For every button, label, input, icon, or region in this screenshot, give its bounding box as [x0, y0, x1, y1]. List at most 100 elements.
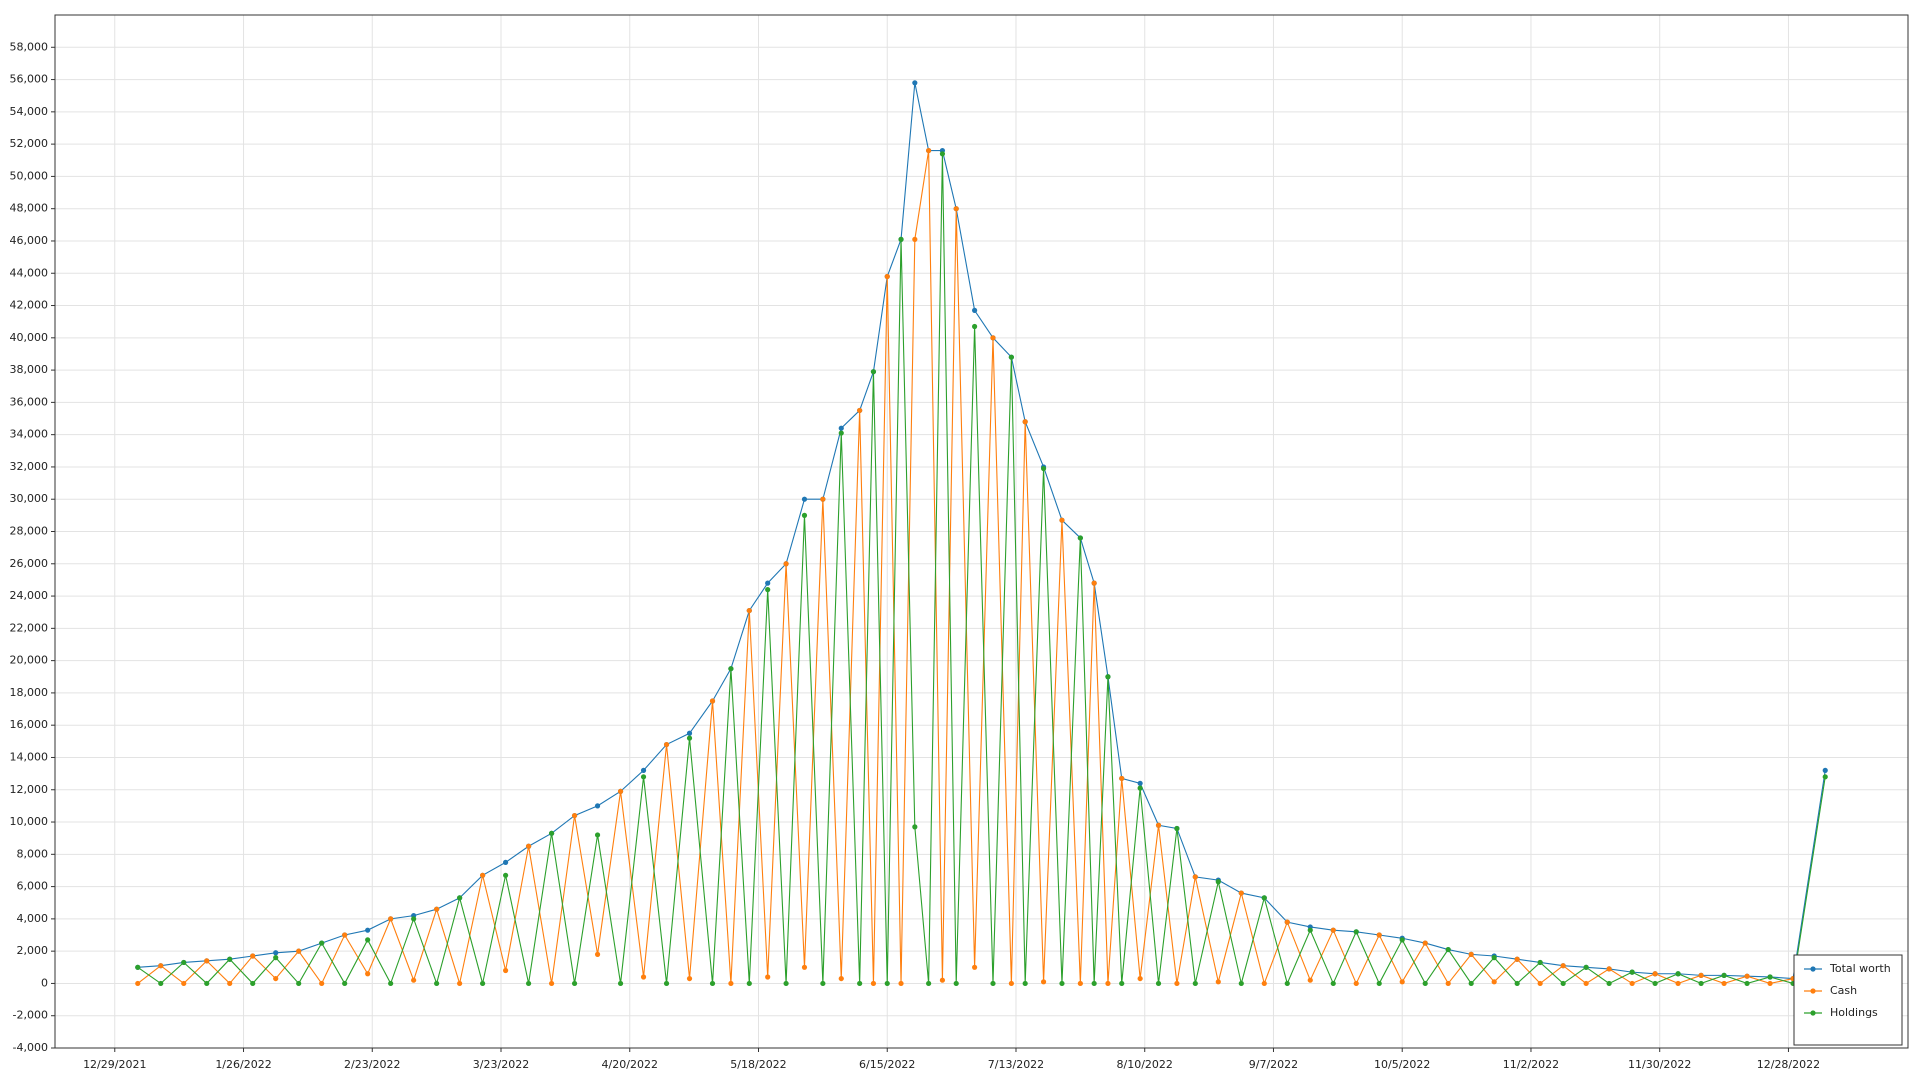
data-point — [204, 958, 210, 964]
data-point — [434, 980, 440, 987]
data-point — [765, 587, 771, 593]
data-point — [972, 964, 978, 970]
data-point — [640, 774, 647, 780]
data-point — [1822, 774, 1828, 780]
data-point — [857, 407, 863, 414]
series-line — [137, 82, 1826, 980]
y-tick-label: 52,000 — [10, 137, 49, 150]
x-tick-label: 11/2/2022 — [1503, 1058, 1559, 1071]
x-tick-label: 7/13/2022 — [988, 1058, 1044, 1071]
series-line — [137, 153, 1826, 986]
data-point — [1652, 980, 1658, 987]
data-point — [1744, 973, 1750, 979]
y-tick-label: 48,000 — [10, 202, 49, 215]
data-point — [503, 967, 509, 974]
data-point — [1105, 674, 1111, 680]
data-point — [1040, 465, 1047, 472]
data-point — [1376, 980, 1382, 987]
y-tick-label: -4,000 — [13, 1041, 48, 1054]
x-tick-label: 11/30/2022 — [1628, 1058, 1691, 1071]
data-point — [1137, 975, 1143, 982]
data-point — [801, 512, 808, 518]
data-point — [663, 741, 670, 748]
data-point — [548, 830, 555, 836]
data-point — [1137, 780, 1143, 786]
data-point — [1059, 980, 1065, 987]
data-point — [227, 956, 233, 962]
data-point — [480, 872, 486, 878]
data-point — [1192, 980, 1198, 987]
data-point — [686, 735, 693, 741]
data-point — [1514, 980, 1520, 987]
data-point — [926, 980, 932, 987]
y-tick-label: 42,000 — [10, 299, 49, 312]
data-point — [1721, 980, 1727, 987]
data-point — [1192, 874, 1198, 880]
data-point — [342, 932, 348, 938]
x-tick-label: 3/23/2022 — [473, 1058, 529, 1071]
data-point — [273, 950, 279, 956]
x-tick-label: 12/29/2021 — [83, 1058, 146, 1071]
data-point — [709, 980, 716, 987]
data-point — [709, 698, 716, 704]
axis-labels: -4,000 -2,000 0 2,000 4,000 6,000 8,000 10,000 1… — [10, 40, 1821, 1071]
data-point — [1040, 979, 1047, 985]
data-point — [838, 975, 844, 982]
data-point — [838, 425, 844, 431]
data-point — [912, 236, 918, 242]
data-point — [857, 980, 863, 987]
data-point — [663, 980, 670, 987]
y-tick-label: 24,000 — [10, 589, 49, 602]
data-point — [838, 430, 844, 436]
legend-marker — [1810, 988, 1816, 994]
data-point — [1422, 940, 1428, 946]
y-tick-label: 46,000 — [10, 234, 49, 247]
y-tick-label: 4,000 — [17, 912, 49, 925]
data-point — [388, 916, 394, 922]
y-tick-label: 2,000 — [17, 944, 49, 957]
data-point — [594, 803, 601, 809]
y-tick-label: 0 — [41, 976, 48, 989]
data-point — [1008, 980, 1014, 987]
y-tick-label: 14,000 — [10, 750, 49, 763]
data-point — [1744, 980, 1750, 987]
data-point — [1091, 980, 1097, 987]
x-tick-label: 10/5/2022 — [1374, 1058, 1430, 1071]
data-point — [801, 964, 808, 970]
data-point — [1284, 919, 1290, 925]
y-tick-label: 50,000 — [10, 169, 49, 182]
legend-marker — [1810, 1010, 1816, 1016]
data-point — [1091, 580, 1097, 586]
data-point — [296, 948, 302, 954]
data-point — [746, 607, 752, 614]
y-tick-label: 30,000 — [10, 492, 49, 505]
data-point — [1174, 980, 1180, 987]
data-point — [1155, 822, 1162, 828]
data-point — [319, 980, 325, 987]
y-tick-label: 18,000 — [10, 686, 49, 699]
data-point — [1445, 980, 1451, 987]
x-tick-label: 2/23/2022 — [344, 1058, 400, 1071]
y-tick-label: 8,000 — [17, 847, 49, 860]
y-tick-label: 16,000 — [10, 718, 49, 731]
data-point — [1629, 969, 1635, 975]
data-point — [594, 951, 601, 957]
data-point — [765, 580, 771, 586]
data-point — [503, 859, 509, 865]
y-tick-label: 10,000 — [10, 815, 49, 828]
data-point — [898, 236, 904, 242]
data-point — [953, 980, 959, 987]
data-point — [1330, 927, 1336, 933]
data-point — [953, 206, 959, 212]
x-tick-label: 12/28/2022 — [1757, 1058, 1820, 1071]
data-point — [617, 980, 624, 987]
y-tick-label: 36,000 — [10, 395, 49, 408]
data-point — [1721, 972, 1727, 978]
data-point — [617, 788, 624, 794]
x-tick-label: 4/20/2022 — [602, 1058, 658, 1071]
data-point — [1514, 956, 1520, 962]
data-point — [204, 980, 210, 987]
data-point — [1008, 354, 1014, 360]
data-point — [1652, 971, 1658, 977]
data-point — [571, 980, 578, 987]
